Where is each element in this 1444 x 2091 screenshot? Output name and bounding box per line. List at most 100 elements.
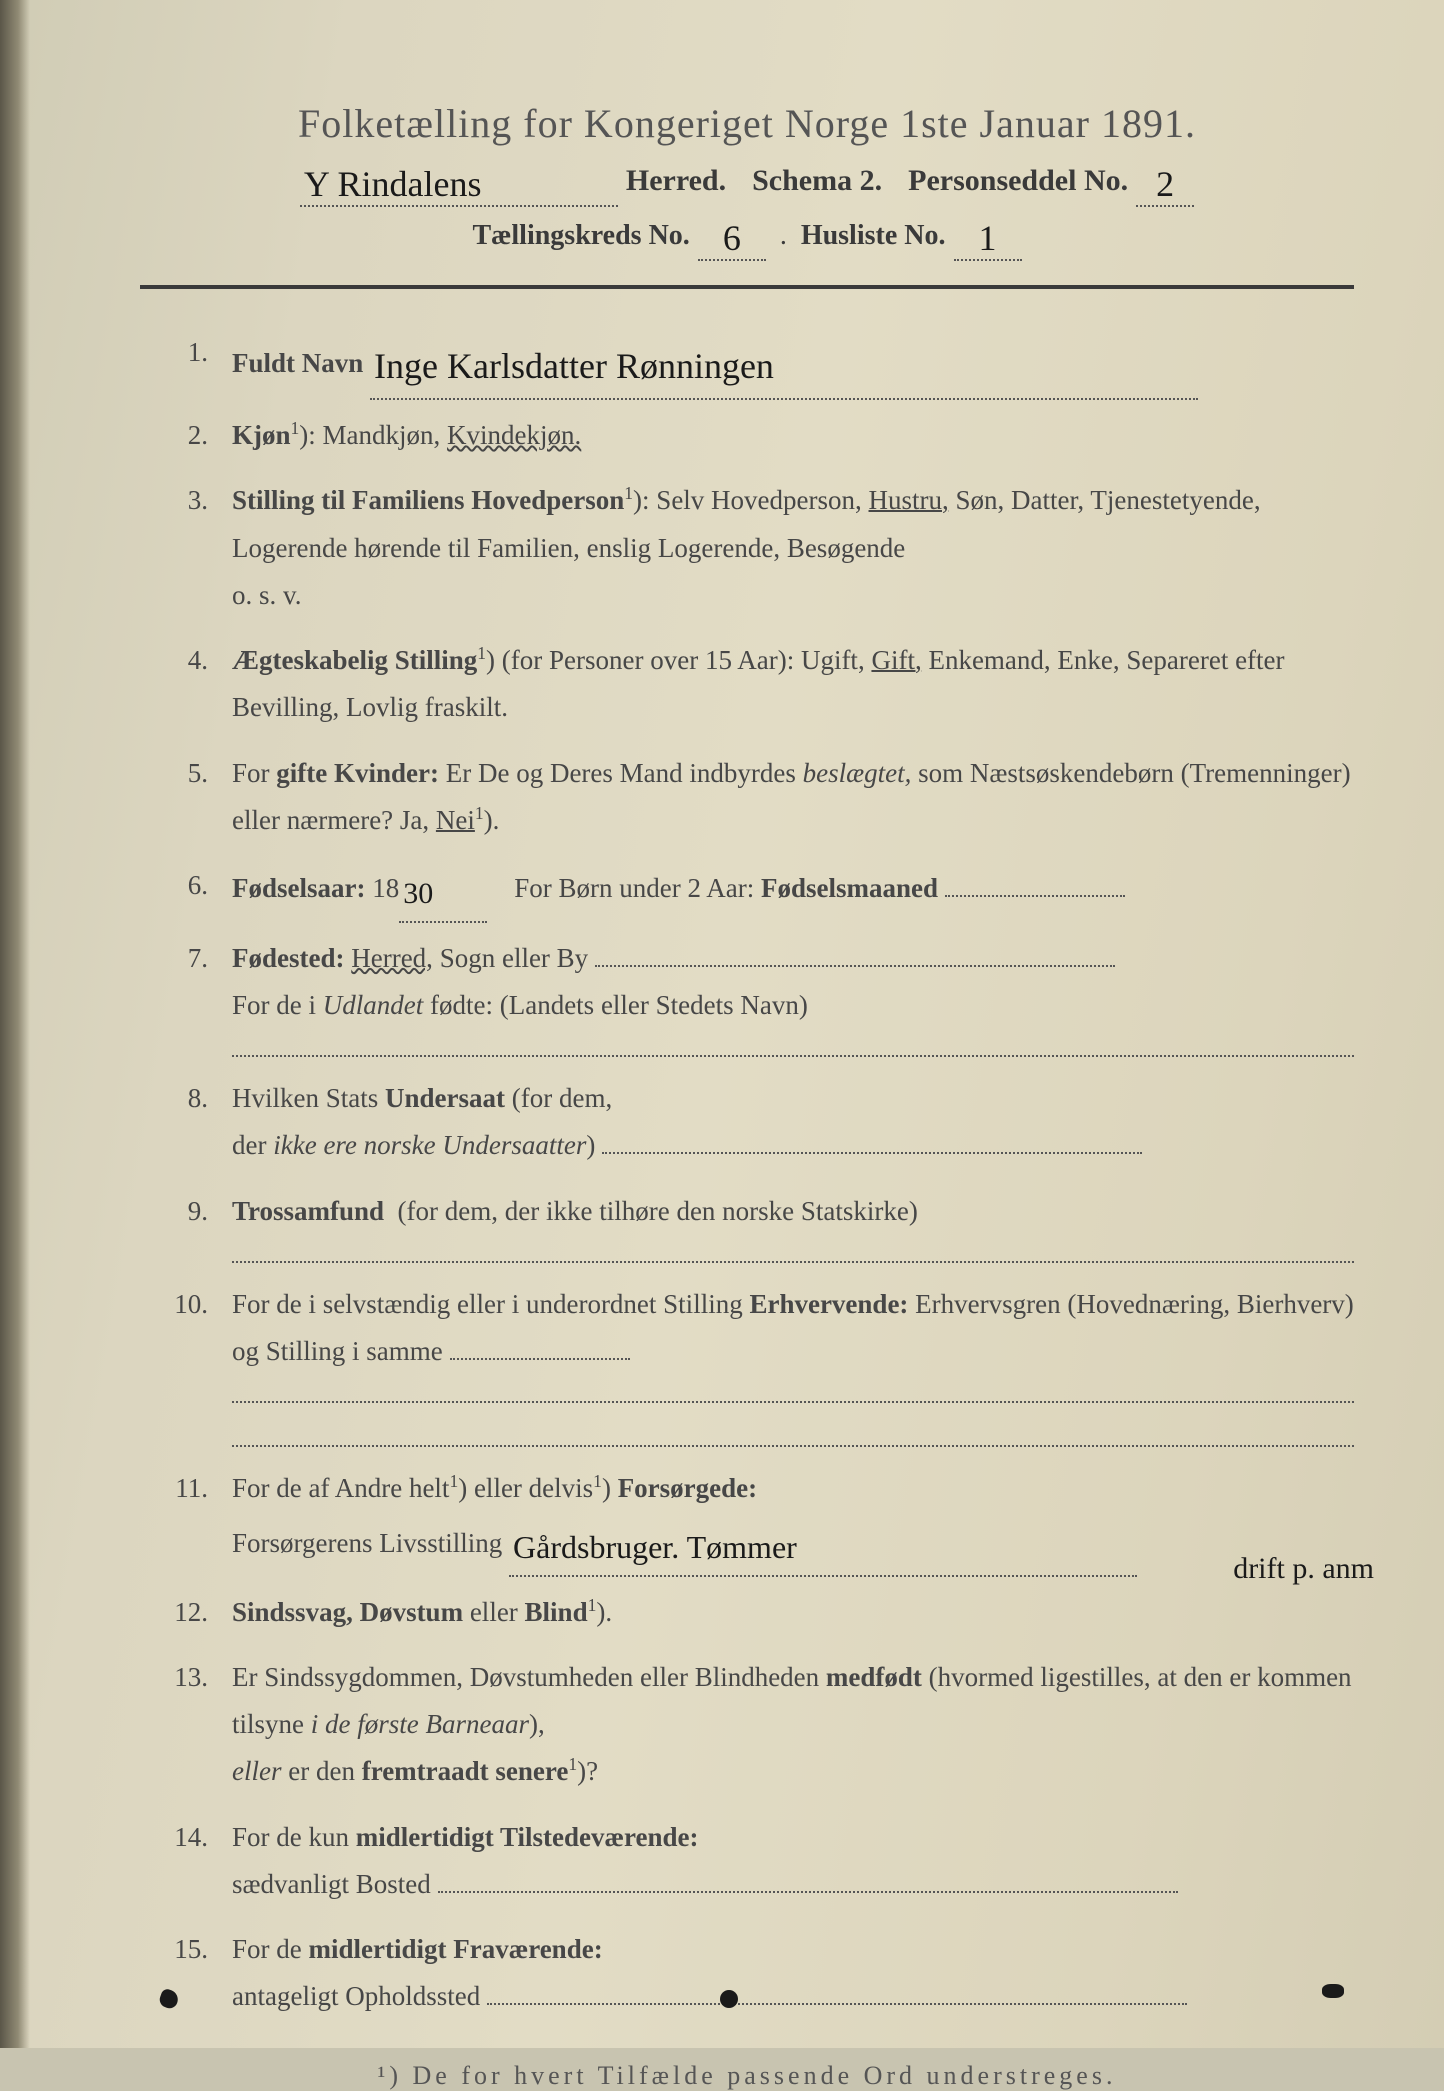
- q8-a: Hvilken Stats: [232, 1083, 378, 1113]
- q13-b: medfødt: [826, 1662, 922, 1692]
- q7-c: For de i: [232, 990, 316, 1020]
- q6-month-blank: [945, 895, 1125, 897]
- schema-label: Schema 2.: [752, 164, 882, 198]
- item-6: 6. Fødselsaar: 1830 For Børn under 2 Aar…: [140, 862, 1354, 917]
- hole-punch-icon: [1322, 1984, 1344, 1998]
- q11-value2: drift p. anm: [1233, 1543, 1374, 1596]
- personseddel-label: Personseddel No.: [908, 164, 1128, 198]
- hole-punch-icon: [720, 1990, 738, 2008]
- q5-a: For: [232, 758, 270, 788]
- q8-blank: [602, 1152, 1142, 1154]
- q12-b: eller: [470, 1597, 518, 1627]
- q6-c: Fødselsmaaned: [761, 873, 938, 903]
- q7-blank2: [232, 1035, 1354, 1057]
- q9-a: Trossamfund: [232, 1196, 384, 1226]
- num-10: 10.: [140, 1281, 232, 1448]
- q5-c: Er De og Deres Mand indbyrdes: [446, 758, 796, 788]
- q11-c: Forsørgede:: [618, 1473, 757, 1503]
- q10-blank2: [232, 1425, 1354, 1447]
- q1-label: Fuldt Navn: [232, 348, 363, 378]
- q8-b: Undersaat: [385, 1083, 505, 1113]
- census-form-page: Folketælling for Kongeriget Norge 1ste J…: [0, 0, 1444, 2048]
- num-2: 2.: [140, 412, 232, 459]
- herred-label: Herred.: [626, 164, 726, 198]
- q7-d: Udlandet: [323, 990, 424, 1020]
- husliste-label: Husliste No.: [801, 220, 946, 252]
- num-12: 12.: [140, 1589, 232, 1636]
- q13-f: er den: [288, 1756, 355, 1786]
- title-main: Folketælling for Kongeriget Norge 1ste J…: [140, 100, 1354, 147]
- q8-e: ikke ere norske Undersaatter: [273, 1130, 586, 1160]
- q6-value: 30: [399, 868, 487, 923]
- q7-b: Sogn eller By: [440, 943, 589, 973]
- item-13: 13. Er Sindssygdommen, Døvstumheden elle…: [140, 1654, 1354, 1796]
- kreds-value: 6: [698, 217, 766, 261]
- husliste-value: 1: [954, 217, 1022, 261]
- item-14: 14. For de kun midlertidigt Tilstedevære…: [140, 1814, 1354, 1909]
- q7-herred-selected: Herred,: [351, 943, 433, 973]
- footnote: ¹) De for hvert Tilfælde passende Ord un…: [140, 2061, 1354, 2091]
- num-14: 14.: [140, 1814, 232, 1909]
- q13-d: i de første Barneaar: [311, 1709, 529, 1739]
- item-12: 12. Sindssvag, Døvstum eller Blind1).: [140, 1589, 1354, 1636]
- num-3: 3.: [140, 477, 232, 619]
- q14-b: midlertidigt Tilstedeværende:: [356, 1822, 699, 1852]
- q9-b: (for dem, der ikke tilhøre den norske St…: [398, 1196, 918, 1226]
- item-15: 15. For de midlertidigt Fraværende: anta…: [140, 1926, 1354, 2021]
- q11-a: For de af Andre helt: [232, 1473, 449, 1503]
- kreds-label: Tællingskreds No.: [472, 220, 689, 252]
- num-4: 4.: [140, 637, 232, 732]
- form-items: 1. Fuldt Navn Inge Karlsdatter Rønningen…: [140, 329, 1354, 2021]
- q14-a: For de kun: [232, 1822, 349, 1852]
- item-7: 7. Fødested: Herred, Sogn eller By For d…: [140, 935, 1354, 1058]
- q10-blank1: [232, 1381, 1354, 1403]
- q4-gift-selected: Gift,: [871, 645, 921, 675]
- title-line3: Tællingskreds No. 6 . Husliste No. 1: [140, 211, 1354, 255]
- q2-label: Kjøn: [232, 420, 291, 450]
- num-15: 15.: [140, 1926, 232, 2021]
- item-10: 10. For de i selvstændig eller i underor…: [140, 1281, 1354, 1448]
- q5-b: gifte Kvinder:: [276, 758, 439, 788]
- q3-text-a: Selv Hovedperson,: [656, 485, 861, 515]
- q5-nei-selected: Nei: [436, 805, 475, 835]
- num-1: 1.: [140, 329, 232, 394]
- q11-value1: Gårdsbruger. Tømmer: [509, 1519, 1137, 1577]
- item-3: 3. Stilling til Familiens Hovedperson1):…: [140, 477, 1354, 619]
- item-2: 2. Kjøn1): Mandkjøn, Kvindekjøn.: [140, 412, 1354, 459]
- num-11: 11.: [140, 1465, 232, 1570]
- q15-a: For de: [232, 1934, 302, 1964]
- q15-b: midlertidigt Fraværende:: [309, 1934, 603, 1964]
- q10-a: For de i selvstændig eller i underordnet…: [232, 1289, 743, 1319]
- num-8: 8.: [140, 1075, 232, 1170]
- q4-text-a: (for Personer over 15 Aar): Ugift,: [502, 645, 865, 675]
- q5-d: beslægtet,: [803, 758, 912, 788]
- item-1: 1. Fuldt Navn Inge Karlsdatter Rønningen: [140, 329, 1354, 394]
- q14-blank: [438, 1891, 1178, 1893]
- q4-label: Ægteskabelig Stilling: [232, 645, 477, 675]
- q10-blank0: [450, 1358, 630, 1360]
- q6-a: Fødselsaar:: [232, 873, 365, 903]
- q8-c: (for dem,: [512, 1083, 612, 1113]
- herred-value: Y Rindalens: [300, 163, 618, 207]
- num-5: 5.: [140, 750, 232, 845]
- q13-e: eller: [232, 1756, 281, 1786]
- q12-c: Blind: [525, 1597, 588, 1627]
- item-4: 4. Ægteskabelig Stilling1) (for Personer…: [140, 637, 1354, 732]
- q3-hustru-selected: Hustru,: [869, 485, 949, 515]
- num-6: 6.: [140, 862, 232, 917]
- q11-d: Forsørgerens Livsstilling: [232, 1528, 502, 1558]
- q6-b: For Børn under 2 Aar:: [514, 873, 754, 903]
- item-5: 5. For gifte Kvinder: Er De og Deres Man…: [140, 750, 1354, 845]
- q10-b: Erhvervende:: [749, 1289, 908, 1319]
- q14-c: sædvanligt Bosted: [232, 1869, 431, 1899]
- num-13: 13.: [140, 1654, 232, 1796]
- q7-blank: [595, 965, 1115, 967]
- q8-d: der: [232, 1130, 266, 1160]
- q1-value: Inge Karlsdatter Rønningen: [370, 335, 1198, 400]
- num-7: 7.: [140, 935, 232, 1058]
- q9-blank: [232, 1241, 1354, 1263]
- item-9: 9. Trossamfund (for dem, der ikke tilhør…: [140, 1188, 1354, 1263]
- item-8: 8. Hvilken Stats Undersaat (for dem, der…: [140, 1075, 1354, 1170]
- q15-c: antageligt Opholdssted: [232, 1981, 480, 2011]
- q2-opt1: Mandkjøn,: [323, 420, 441, 450]
